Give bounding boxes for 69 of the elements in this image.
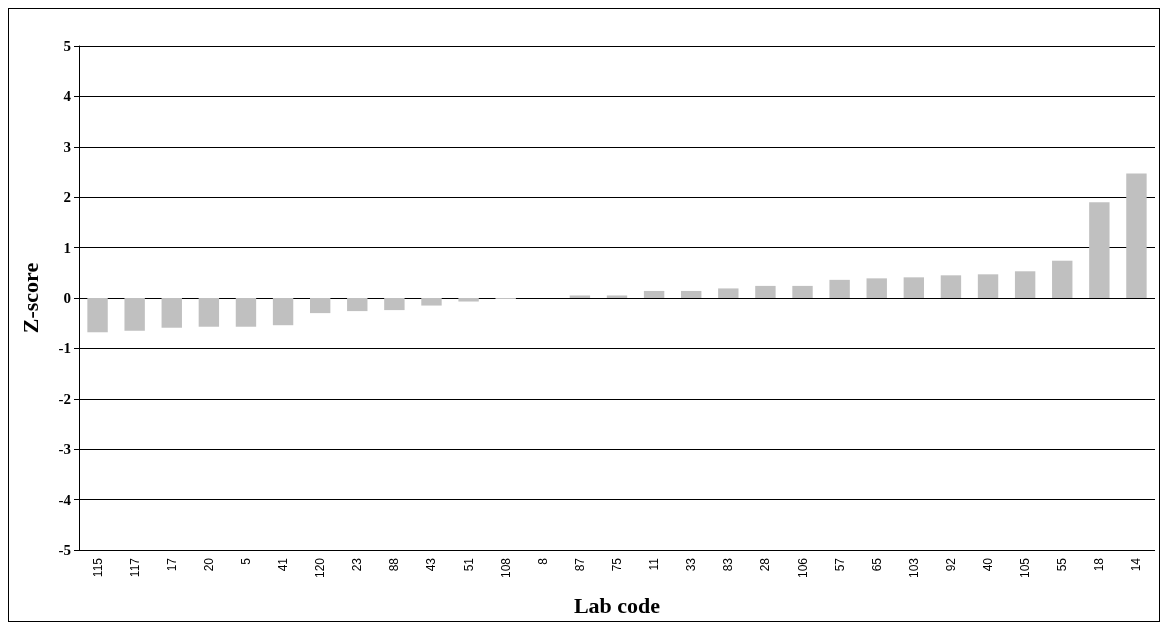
bar xyxy=(161,298,182,328)
x-tick-label: 108 xyxy=(498,557,513,579)
x-tick-label: 83 xyxy=(721,557,736,572)
x-tick-label: 8 xyxy=(535,557,550,565)
bar xyxy=(1089,202,1110,298)
bar xyxy=(903,277,925,298)
bar xyxy=(347,298,368,312)
y-tick-label: 1 xyxy=(63,239,71,256)
x-tick-label: 14 xyxy=(1129,557,1144,572)
x-tick-label: 20 xyxy=(201,557,216,572)
bar xyxy=(1126,173,1147,298)
bar xyxy=(272,298,294,326)
y-tick-label: -2 xyxy=(58,390,71,407)
x-tick-label: 115 xyxy=(90,557,105,578)
y-tick-label: -5 xyxy=(58,542,71,558)
bar xyxy=(198,298,220,327)
bar xyxy=(755,285,776,298)
y-tick-label: -3 xyxy=(58,441,71,458)
x-tick-label: 43 xyxy=(424,557,439,572)
bar xyxy=(792,285,813,298)
bar xyxy=(1052,260,1073,298)
bar xyxy=(124,298,145,331)
bar xyxy=(940,275,962,298)
x-tick-label: 105 xyxy=(1018,557,1033,579)
bar xyxy=(569,295,591,298)
y-tick-label: -1 xyxy=(58,340,71,357)
y-tick-label: 5 xyxy=(63,38,71,54)
x-tick-label: 92 xyxy=(943,557,958,572)
y-tick-label: -4 xyxy=(58,491,72,508)
x-tick-label: 120 xyxy=(313,557,328,579)
x-tick-label: 51 xyxy=(461,557,476,572)
x-tick-label: 23 xyxy=(350,557,365,572)
x-tick-label: 28 xyxy=(758,557,773,572)
x-tick-label: 87 xyxy=(572,557,587,572)
x-tick-label: 57 xyxy=(832,557,847,572)
bar xyxy=(421,298,442,306)
y-tick-label: 4 xyxy=(63,88,72,105)
x-tick-label: 11 xyxy=(647,557,662,571)
x-tick-label: 41 xyxy=(276,557,291,572)
bar xyxy=(309,298,331,314)
x-tick-label: 17 xyxy=(164,557,179,572)
bar xyxy=(866,278,887,298)
y-axis-title: Z-score xyxy=(17,262,43,334)
x-tick-label: 103 xyxy=(906,557,921,579)
x-tick-label: 117 xyxy=(127,557,142,578)
x-tick-label: 65 xyxy=(869,557,884,572)
bar xyxy=(458,298,479,302)
bar xyxy=(681,290,702,298)
y-tick-label: 0 xyxy=(63,290,71,306)
y-tick-label: 2 xyxy=(63,189,71,206)
x-tick-label: 40 xyxy=(981,557,996,572)
x-axis-title: Lab code xyxy=(573,592,661,618)
x-tick-label: 75 xyxy=(610,557,624,572)
bar xyxy=(606,295,628,298)
bar xyxy=(829,279,850,298)
bar xyxy=(718,288,739,298)
x-tick-label: 5 xyxy=(238,557,253,565)
x-tick-label: 18 xyxy=(1092,557,1107,572)
bar xyxy=(977,274,999,298)
y-tick-label: 3 xyxy=(63,138,71,155)
bar xyxy=(384,298,405,311)
x-tick-label: 33 xyxy=(684,557,699,572)
bar xyxy=(87,298,108,333)
bar xyxy=(643,290,665,298)
bar xyxy=(235,298,257,327)
bar xyxy=(1014,271,1036,298)
x-tick-label: 88 xyxy=(387,557,402,572)
x-tick-label: 106 xyxy=(795,557,810,579)
x-tick-label: 55 xyxy=(1055,557,1070,572)
